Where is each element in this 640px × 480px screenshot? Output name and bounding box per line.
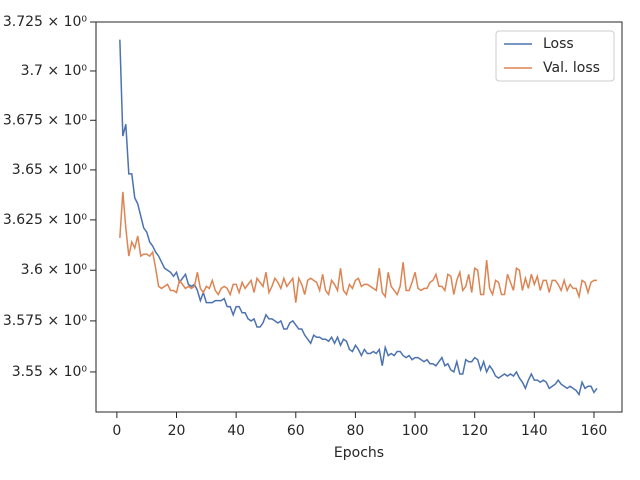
y-tick-label: 3.675 × 10⁰	[3, 112, 88, 128]
y-tick-label: 3.725 × 10⁰	[3, 14, 88, 30]
x-tick-label: 120	[461, 423, 488, 439]
y-tick-label: 3.7 × 10⁰	[21, 63, 88, 79]
x-axis-label: Epochs	[334, 445, 384, 461]
y-tick-label: 3.625 × 10⁰	[3, 212, 88, 228]
x-tick-label: 60	[287, 423, 305, 439]
x-tick-label: 140	[521, 423, 548, 439]
plot-frame	[95, 21, 623, 413]
x-tick-label: 0	[112, 423, 121, 439]
y-tick-label: 3.6 × 10⁰	[21, 262, 88, 278]
y-tick-label: 3.55 × 10⁰	[12, 364, 88, 380]
line-series	[119, 191, 597, 303]
x-tick-label: 80	[347, 423, 365, 439]
line-series	[119, 39, 598, 397]
x-tick-label: 160	[581, 423, 608, 439]
y-tick-label: 3.65 × 10⁰	[12, 162, 88, 178]
x-tick-label: 100	[402, 423, 429, 439]
legend-label: Loss	[543, 36, 574, 52]
legend-label: Val. loss	[543, 60, 600, 76]
x-tick-label: 40	[227, 423, 245, 439]
y-tick-label: 3.575 × 10⁰	[3, 313, 88, 329]
x-tick-label: 20	[168, 423, 186, 439]
